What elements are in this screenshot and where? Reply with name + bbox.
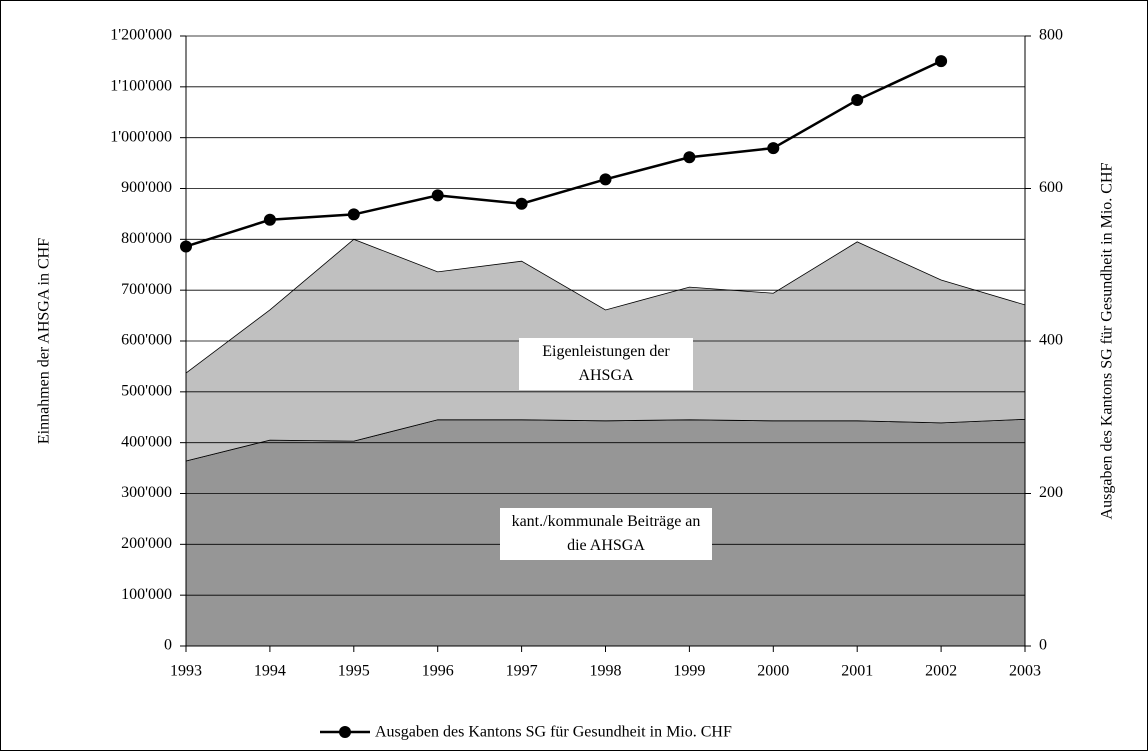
x-tick-label: 1995 (338, 663, 370, 680)
y-tick-label: 500'000 (121, 383, 172, 400)
point (851, 94, 864, 107)
point (935, 55, 948, 68)
y-tick-label: 300'000 (121, 484, 172, 501)
y2-tick-label: 400 (1039, 332, 1063, 349)
area-label: Eigenleistungen der AHSGA (519, 338, 693, 390)
x-tick-label: 2001 (841, 663, 873, 680)
y2-tick-label: 800 (1039, 27, 1063, 44)
point (431, 189, 444, 202)
y-tick-label: 1'200'000 (110, 27, 172, 44)
legend-label: Ausgaben des Kantons SG für Gesundheit i… (375, 724, 732, 741)
x-tick-label: 1997 (506, 663, 538, 680)
y-tick-label: 900'000 (121, 179, 172, 196)
legend-marker (339, 726, 351, 738)
point (683, 151, 696, 164)
y-tick-label: 0 (164, 637, 172, 654)
y2-tick-label: 0 (1039, 637, 1047, 654)
point (767, 142, 780, 155)
y2-axis-label: Ausgaben des Kantons SG für Gesundheit i… (1099, 162, 1116, 519)
y-tick-label: 800'000 (121, 230, 172, 247)
x-tick-label: 1993 (170, 663, 202, 680)
y-axis-label: Einnahmen der AHSGA in CHF (36, 238, 53, 444)
x-tick-label: 1998 (590, 663, 622, 680)
y-tick-label: 1'000'000 (110, 128, 172, 145)
x-tick-label: 2000 (757, 663, 789, 680)
y-tick-label: 400'000 (121, 433, 172, 450)
x-tick-label: 1999 (673, 663, 705, 680)
x-tick-label: 1996 (422, 663, 454, 680)
x-tick-label: 2002 (925, 663, 957, 680)
point (180, 240, 192, 253)
area-label: kant./kommunale Beiträge an die AHSGA (500, 508, 712, 560)
y-tick-label: 100'000 (121, 586, 172, 603)
y2-tick-label: 200 (1039, 484, 1063, 501)
point (347, 208, 360, 221)
x-tick-label: 1994 (254, 663, 286, 680)
point (515, 197, 528, 210)
point (599, 173, 612, 186)
y-tick-label: 700'000 (121, 281, 172, 298)
y-tick-label: 200'000 (121, 535, 172, 552)
y-tick-label: 1'100'000 (110, 78, 172, 95)
point (263, 213, 276, 226)
x-tick-label: 2003 (1009, 663, 1041, 680)
line (185, 60, 942, 248)
y-tick-label: 600'000 (121, 332, 172, 349)
y2-tick-label: 600 (1039, 179, 1063, 196)
